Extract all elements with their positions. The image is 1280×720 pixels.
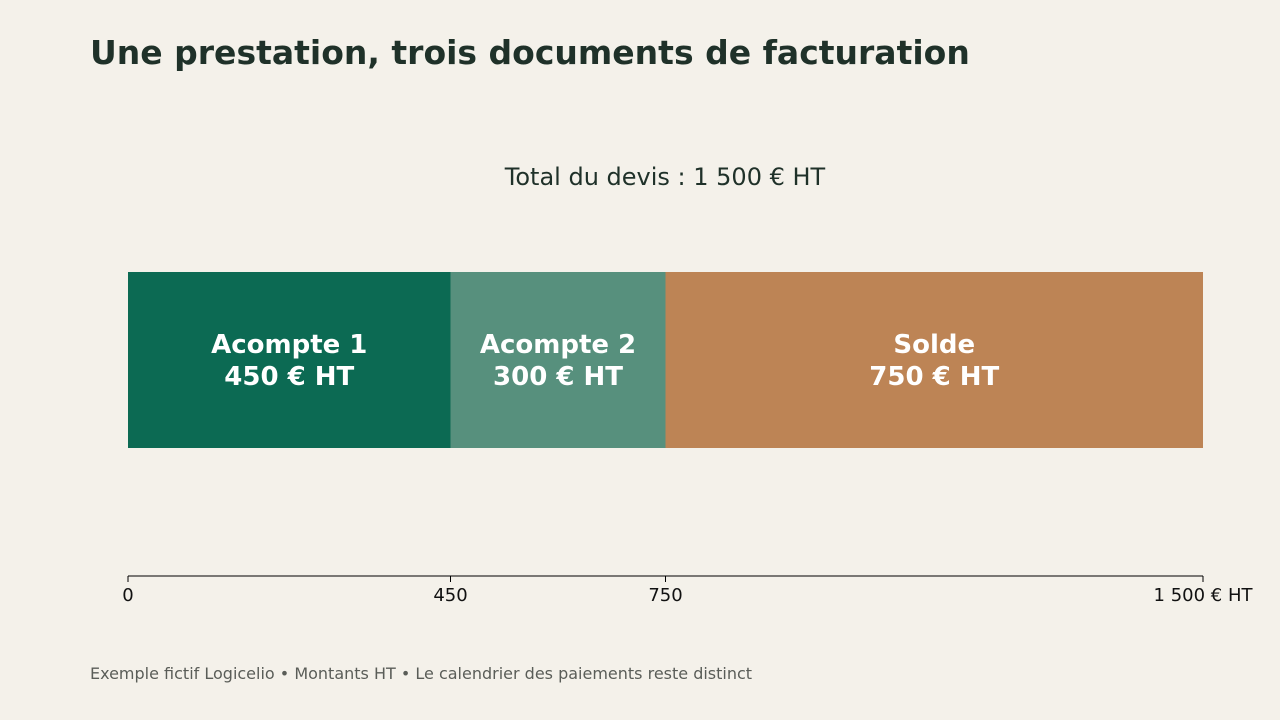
footer-note: Exemple fictif Logicelio • Montants HT •… [90,664,753,683]
bar-label-name: Solde [893,330,975,360]
chart-title: Total du devis : 1 500 € HT [504,163,826,191]
x-tick-label: 0 [122,585,133,606]
x-tick-label: 1 500 € HT [1154,585,1254,606]
page-title: Une prestation, trois documents de factu… [90,33,970,72]
x-tick-label: 450 [433,585,467,606]
bar-label-amount: 300 € HT [493,362,623,392]
x-axis: 0 450 750 1 500 € HT [122,575,1254,606]
bar-label-name: Acompte 1 [211,330,367,360]
x-tick-label: 750 [648,585,682,606]
bar-label-name: Acompte 2 [480,330,636,360]
bar-label-amount: 450 € HT [224,362,354,392]
bar-segment [450,272,666,448]
bar-segment [665,272,1203,448]
bar-label-amount: 750 € HT [869,362,999,392]
bar-segment [128,272,451,448]
